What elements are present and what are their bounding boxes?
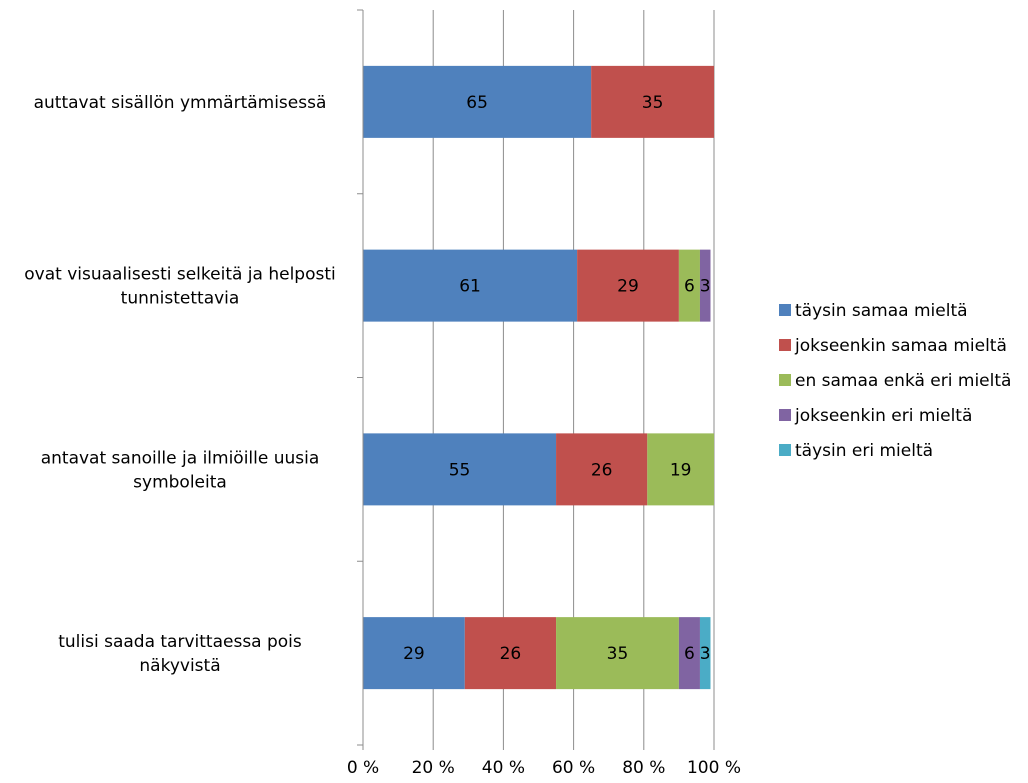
data-label: 6 [684,277,695,297]
legend: täysin samaa mieltä jokseenkin samaa miel… [779,301,1011,461]
axes: 0 % 20 % 40 % 60 % 80 % 100 % [347,9,741,778]
legend-swatch [779,444,791,456]
bar-segment [699,617,711,690]
bar-segment [556,617,679,690]
category-label: antavat sanoille ja ilmiöille uusia symbo… [41,448,320,492]
data-label: 55 [449,460,471,480]
category-label-line: ovat visuaalisesti selkeitä ja helposti [24,265,336,285]
bar-segment [647,433,714,506]
category-label-line: antavat sanoille ja ilmiöille uusia [41,448,320,468]
data-label: 29 [403,644,425,664]
x-tick-label: 80 % [622,758,665,778]
legend-label: jokseenkin samaa mieltä [794,336,1007,356]
bar-segment [363,617,465,690]
data-label: 26 [500,644,522,664]
bar-segment [556,433,648,506]
bar-segment [577,249,679,322]
x-tick-label: 0 % [347,758,379,778]
bar-segment [363,433,557,506]
bar-segment [363,65,592,138]
data-label: 26 [591,460,613,480]
data-label: 3 [700,277,711,297]
legend-swatch [779,374,791,386]
legend-label: täysin samaa mieltä [795,301,968,321]
bar-segment [678,249,700,322]
x-tick-label: 100 % [687,758,741,778]
legend-label: täysin eri mieltä [795,441,933,461]
legend-swatch [779,304,791,316]
legend-label: en samaa enkä eri mieltä [795,371,1011,391]
x-tick-label: 60 % [552,758,595,778]
category-label: ovat visuaalisesti selkeitä ja helposti t… [24,265,336,309]
data-label: 29 [617,277,639,297]
bars [363,65,714,690]
bar-segment [464,617,557,690]
bar-segment [678,617,700,690]
data-label: 6 [684,644,695,664]
legend-label: jokseenkin eri mieltä [794,406,972,426]
data-label: 3 [700,644,711,664]
legend-swatch [779,409,791,421]
category-label: tulisi saada tarvittaessa pois näkyvistä [58,632,302,676]
category-label-line: näkyvistä [139,656,220,676]
bar-segment [699,249,711,322]
bar-segment [591,65,714,138]
x-tick-label: 20 % [412,758,455,778]
x-tick-label: 40 % [482,758,525,778]
data-label: 65 [466,93,488,113]
category-label-line: tulisi saada tarvittaessa pois [58,632,302,652]
category-label: auttavat sisällön ymmärtämisessä [34,93,327,113]
data-label: 35 [607,644,629,664]
labels: 65 35 auttavat sisällön ymmärtämisessä 61 29… [24,93,710,676]
category-label-line: auttavat sisällön ymmärtämisessä [34,93,327,113]
data-label: 61 [459,277,481,297]
category-label-line: tunnistettavia [121,289,240,309]
legend-swatch [779,339,791,351]
bar-segment [363,249,578,322]
data-label: 35 [642,93,664,113]
category-label-line: symboleita [133,472,227,492]
data-label: 19 [670,460,692,480]
